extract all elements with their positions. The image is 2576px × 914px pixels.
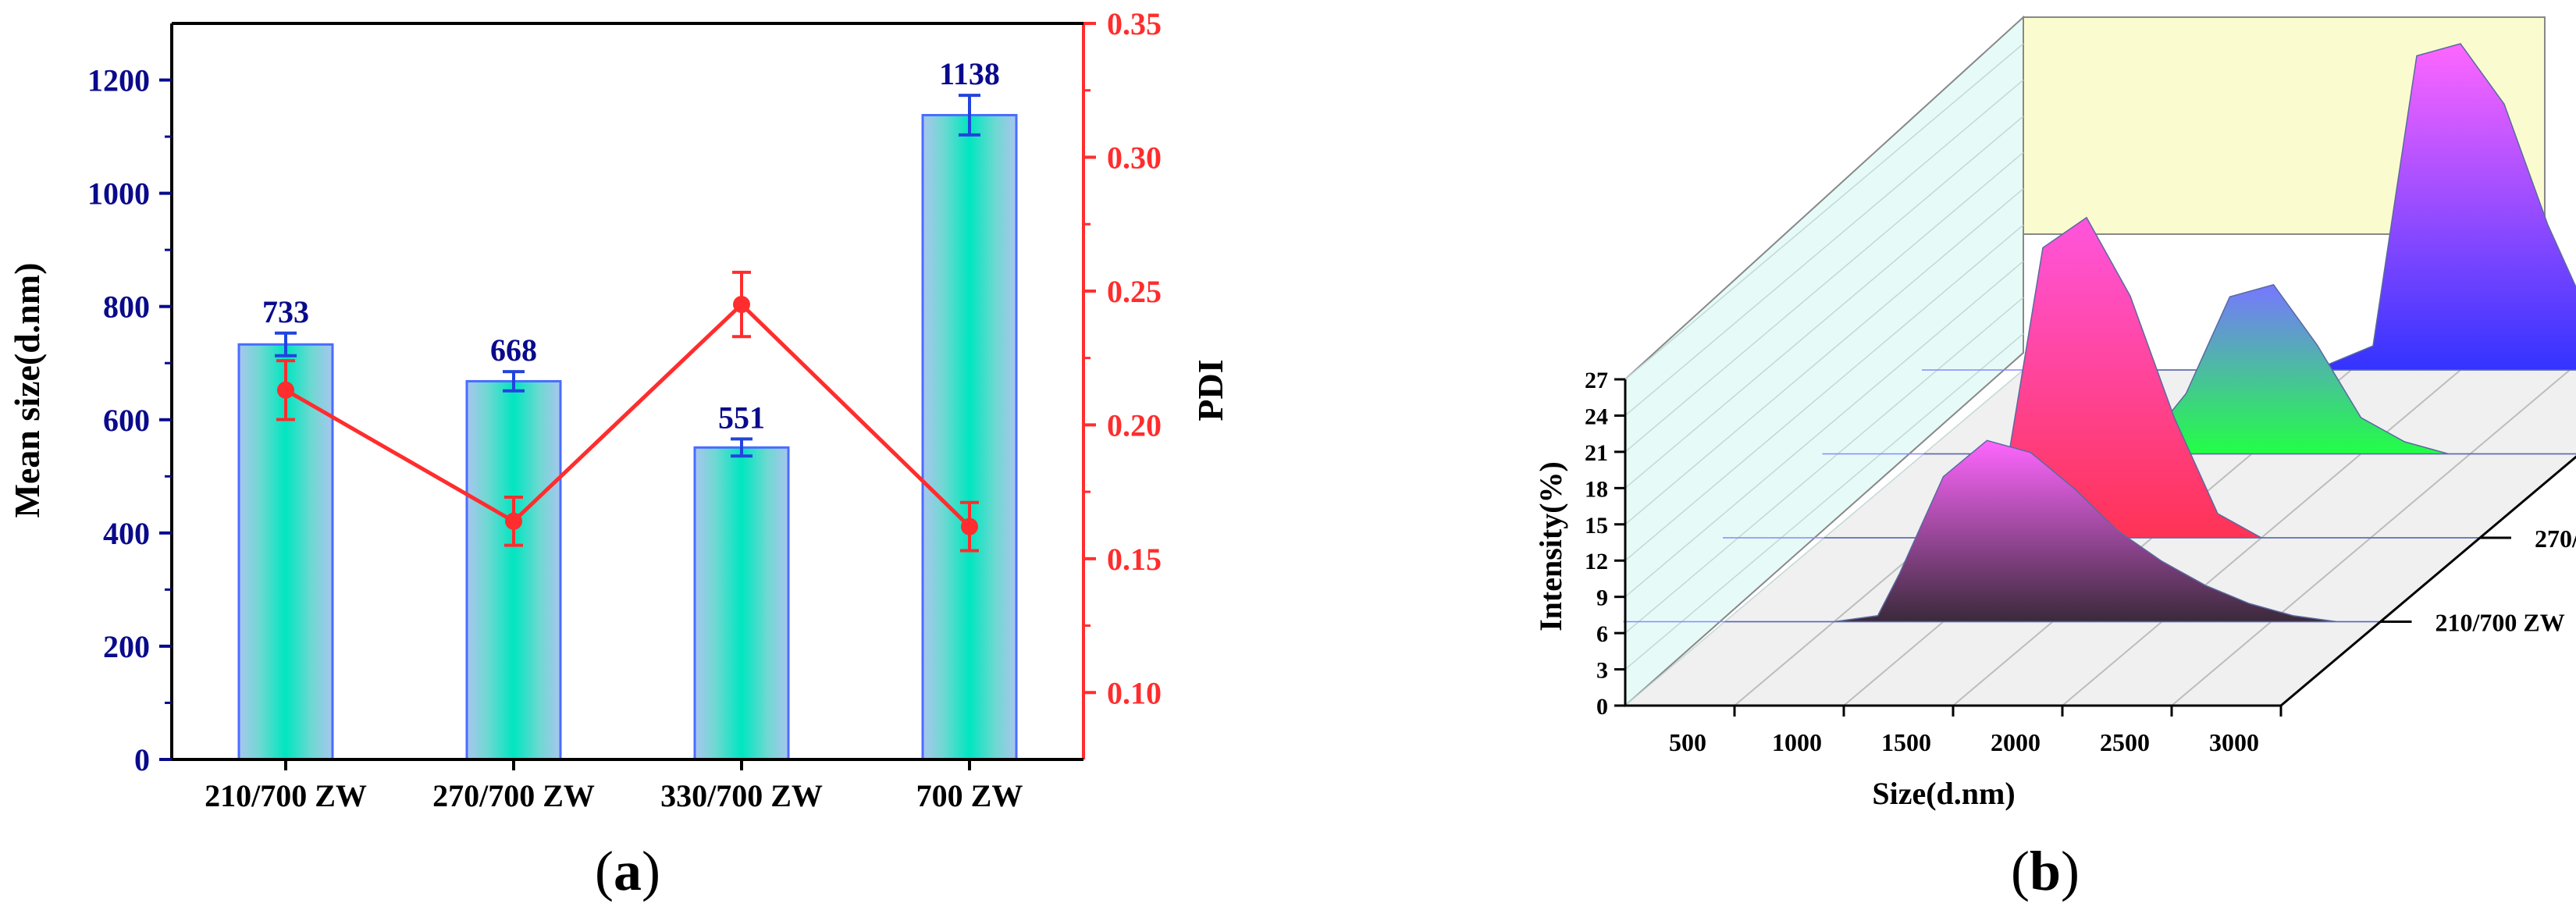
x-tick-label: 700 ZW: [916, 778, 1023, 813]
wall-grid-line: [1624, 116, 2024, 453]
size-tick-label: 1000: [1772, 728, 1822, 756]
caption-open-paren: (: [595, 840, 614, 902]
bar: [465, 379, 562, 761]
size-tick-label: 2000: [1991, 728, 2041, 756]
bar-value-label: 1138: [939, 56, 1000, 91]
series-curve: [1724, 439, 2381, 623]
left-tick-label: 0: [134, 742, 150, 777]
right-tick-label: 0.20: [1107, 407, 1162, 443]
wall-grid-line: [1624, 261, 2024, 598]
panel-a-chart: 733 668 551 1138 0 200 400 600 800 1000 1200 0.10…: [7, 6, 1230, 902]
pdi-point: [277, 381, 294, 399]
left-tick-label: 1000: [87, 176, 150, 212]
pdi-point: [961, 517, 978, 535]
wall-grid-line: [1624, 79, 2024, 417]
caption-open-paren: (: [2011, 840, 2030, 902]
size-tick-label: 3000: [2209, 728, 2259, 756]
caption-letter: a: [614, 840, 642, 902]
right-tick-label: 0.10: [1107, 675, 1162, 710]
bar-value-label: 551: [718, 400, 765, 435]
intensity-tick-label: 6: [1596, 621, 1608, 647]
intensity-tick-label: 27: [1585, 368, 1608, 393]
x-tick-label: 270/700 ZW: [432, 778, 595, 813]
bar-value-label: 733: [262, 294, 309, 329]
right-tick-group: 0.10 0.15 0.20 0.25 0.30 0.35: [1083, 6, 1162, 710]
curves-group: [1623, 43, 2576, 623]
caption-close-paren: ): [642, 840, 660, 902]
intensity-tick-label: 0: [1596, 694, 1608, 720]
x-tick-group: 210/700 ZW 270/700 ZW 330/700 ZW 700 ZW: [205, 759, 1023, 813]
wall-grid-line: [1624, 224, 2024, 561]
caption-letter: b: [2030, 840, 2061, 902]
left-tick-group: 0 200 400 600 800 1000 1200: [87, 63, 172, 777]
right-y-axis-label: PDI: [1190, 359, 1230, 421]
series-curve: [2023, 43, 2576, 371]
wall-grid-line: [1624, 333, 2024, 670]
x-tick-label: 330/700 ZW: [660, 778, 823, 813]
left-tick-label: 200: [103, 629, 150, 664]
intensity-tick-label: 15: [1585, 513, 1608, 539]
series-label: 210/700 ZW: [2435, 609, 2565, 637]
panel-b-caption: (b): [2011, 840, 2080, 902]
intensity-tick-label: 24: [1585, 404, 1608, 429]
pdi-series-group: [276, 270, 979, 553]
intensity-tick-label: 21: [1585, 440, 1608, 466]
size-tick-label: 1500: [1881, 728, 1931, 756]
bar: [921, 114, 1018, 761]
left-tick-label: 600: [103, 403, 150, 438]
pdi-line: [284, 301, 971, 528]
bar-value-label: 668: [490, 333, 537, 368]
right-tick-label: 0.35: [1107, 6, 1162, 41]
right-tick-label: 0.30: [1107, 140, 1162, 175]
intensity-tick-label: 3: [1596, 658, 1608, 684]
wall-grid-line: [1624, 188, 2024, 525]
left-y-axis-label: Mean size(d.nm): [7, 262, 47, 517]
series-label: 270/700 ZW: [2535, 525, 2576, 553]
wall-grid-line: [1624, 151, 2024, 489]
wall-grid-line: [1624, 297, 2024, 634]
size-tick-label: 2500: [2100, 728, 2150, 756]
size-axis-label: Size(d.nm): [1872, 776, 2015, 811]
left-tick-label: 400: [103, 516, 150, 551]
right-tick-label: 0.15: [1107, 542, 1162, 577]
panel-a-caption: (a): [595, 840, 660, 902]
bar: [693, 446, 790, 761]
right-tick-label: 0.25: [1107, 274, 1162, 309]
size-tick-label: 500: [1669, 728, 1706, 756]
intensity-axis-label: Intensity(%): [1533, 461, 1568, 631]
depth-axis-line: [2280, 455, 2576, 707]
intensity-tick-label: 12: [1585, 549, 1608, 574]
caption-close-paren: ): [2061, 840, 2080, 902]
left-tick-label: 1200: [87, 63, 150, 98]
left-tick-label: 800: [103, 290, 150, 325]
pdi-point: [733, 296, 750, 314]
bars-group: 733 668 551 1138: [237, 56, 1018, 761]
wall-grid-line: [1624, 43, 2024, 380]
intensity-tick-label: 18: [1585, 476, 1608, 502]
pdi-point: [505, 512, 522, 530]
intensity-tick-label: 9: [1596, 585, 1608, 611]
x-tick-label: 210/700 ZW: [205, 778, 367, 813]
